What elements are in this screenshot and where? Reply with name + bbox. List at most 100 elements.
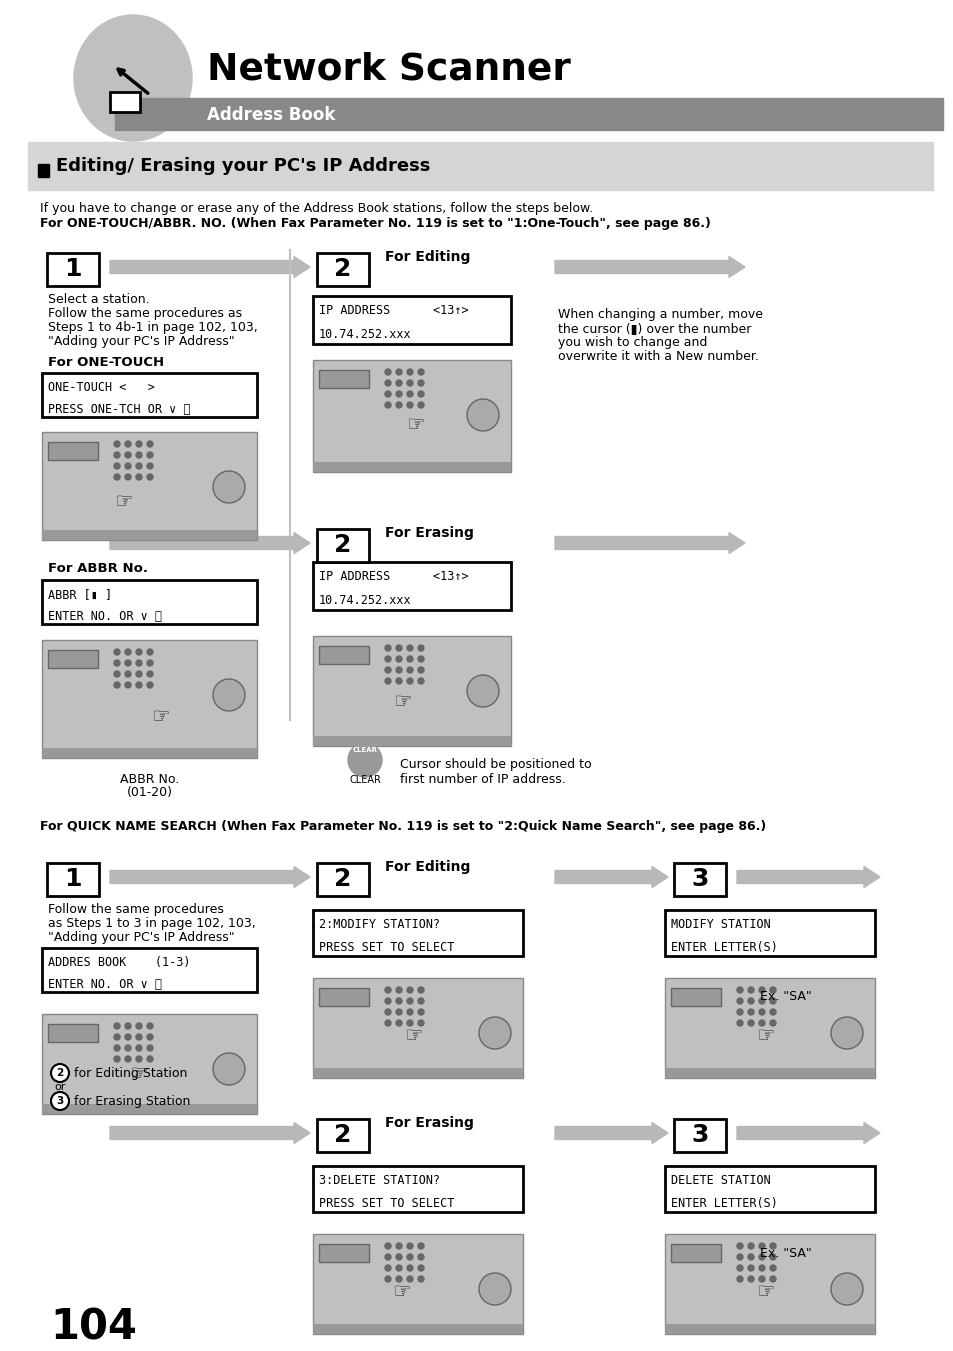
Bar	[670, 1244, 720, 1262]
Circle shape	[147, 474, 152, 480]
Circle shape	[407, 403, 413, 408]
Circle shape	[407, 390, 413, 397]
Text: ADDRES BOOK    (1-3): ADDRES BOOK (1-3)	[48, 957, 191, 969]
Circle shape	[395, 988, 401, 993]
FancyArrow shape	[737, 1123, 879, 1143]
Circle shape	[417, 1265, 423, 1271]
Bar	[318, 370, 369, 388]
Text: ENTER LETTER(S): ENTER LETTER(S)	[670, 1197, 777, 1210]
Circle shape	[147, 453, 152, 458]
FancyBboxPatch shape	[673, 863, 725, 896]
Text: IP ADDRESS      <13↑>: IP ADDRESS <13↑>	[318, 570, 468, 584]
Circle shape	[407, 1265, 413, 1271]
Circle shape	[737, 1265, 742, 1271]
Circle shape	[737, 1009, 742, 1015]
Circle shape	[113, 1023, 120, 1029]
Circle shape	[759, 1254, 764, 1260]
Circle shape	[385, 644, 391, 651]
Bar	[664, 1166, 874, 1212]
Circle shape	[747, 1020, 753, 1025]
Text: Address Book: Address Book	[207, 105, 335, 124]
Circle shape	[113, 453, 120, 458]
Text: Editing/ Erasing your PC's IP Address: Editing/ Erasing your PC's IP Address	[56, 157, 430, 176]
Text: ☞: ☞	[130, 1065, 148, 1084]
Bar	[313, 359, 511, 471]
Text: 2: 2	[334, 534, 352, 557]
Circle shape	[747, 1275, 753, 1282]
Circle shape	[478, 1273, 511, 1305]
Bar	[115, 99, 942, 130]
Text: Cursor should be positioned to: Cursor should be positioned to	[399, 758, 591, 771]
Text: Follow the same procedures: Follow the same procedures	[48, 902, 224, 916]
Circle shape	[769, 1254, 775, 1260]
Circle shape	[113, 1034, 120, 1040]
Bar	[664, 978, 874, 1078]
Circle shape	[747, 1254, 753, 1260]
Text: first number of IP address.: first number of IP address.	[399, 773, 565, 786]
Bar	[313, 1324, 522, 1333]
Circle shape	[136, 453, 142, 458]
Text: ☞: ☞	[114, 492, 132, 512]
Bar	[28, 142, 932, 190]
Circle shape	[113, 1056, 120, 1062]
Text: For Erasing: For Erasing	[385, 1116, 474, 1129]
Bar	[664, 911, 874, 957]
Circle shape	[147, 1034, 152, 1040]
Text: PRESS ONE-TCH OR ∨ ˄: PRESS ONE-TCH OR ∨ ˄	[48, 403, 191, 416]
Circle shape	[385, 988, 391, 993]
Circle shape	[385, 1275, 391, 1282]
Circle shape	[125, 671, 131, 677]
Text: ONE-TOUCH <   >: ONE-TOUCH < >	[48, 381, 154, 394]
Circle shape	[747, 1009, 753, 1015]
Circle shape	[395, 657, 401, 662]
Bar	[42, 948, 256, 992]
Circle shape	[395, 369, 401, 376]
Circle shape	[395, 390, 401, 397]
Circle shape	[395, 1265, 401, 1271]
Circle shape	[113, 474, 120, 480]
Circle shape	[395, 1243, 401, 1250]
Circle shape	[407, 380, 413, 386]
Bar	[110, 92, 140, 112]
Circle shape	[125, 661, 131, 666]
Circle shape	[136, 1056, 142, 1062]
Text: For Editing: For Editing	[385, 861, 470, 874]
Circle shape	[385, 390, 391, 397]
Bar	[670, 988, 720, 1006]
Text: For Editing: For Editing	[385, 250, 470, 263]
Circle shape	[385, 657, 391, 662]
Circle shape	[385, 1254, 391, 1260]
Circle shape	[125, 648, 131, 655]
Bar	[318, 1244, 369, 1262]
Text: 1: 1	[64, 867, 82, 892]
Text: CLEAR: CLEAR	[352, 747, 377, 753]
Text: 2: 2	[56, 1069, 64, 1078]
Circle shape	[407, 678, 413, 684]
Circle shape	[467, 676, 498, 707]
Circle shape	[213, 1052, 245, 1085]
Circle shape	[395, 1020, 401, 1025]
Bar	[42, 1104, 256, 1115]
Circle shape	[830, 1017, 862, 1048]
Circle shape	[136, 671, 142, 677]
FancyBboxPatch shape	[316, 530, 369, 562]
Circle shape	[417, 369, 423, 376]
Circle shape	[759, 1265, 764, 1271]
Circle shape	[737, 1020, 742, 1025]
Bar	[42, 640, 256, 758]
Circle shape	[478, 1017, 511, 1048]
Bar	[42, 580, 256, 624]
FancyArrow shape	[555, 866, 667, 888]
Circle shape	[407, 998, 413, 1004]
Bar	[313, 562, 511, 611]
Circle shape	[747, 1243, 753, 1250]
Circle shape	[395, 403, 401, 408]
FancyArrow shape	[555, 1123, 667, 1143]
Circle shape	[136, 1023, 142, 1029]
Bar	[42, 748, 256, 758]
Text: DELETE STATION: DELETE STATION	[670, 1174, 770, 1188]
Bar	[313, 296, 511, 345]
Circle shape	[113, 671, 120, 677]
Bar	[313, 911, 522, 957]
Circle shape	[136, 463, 142, 469]
